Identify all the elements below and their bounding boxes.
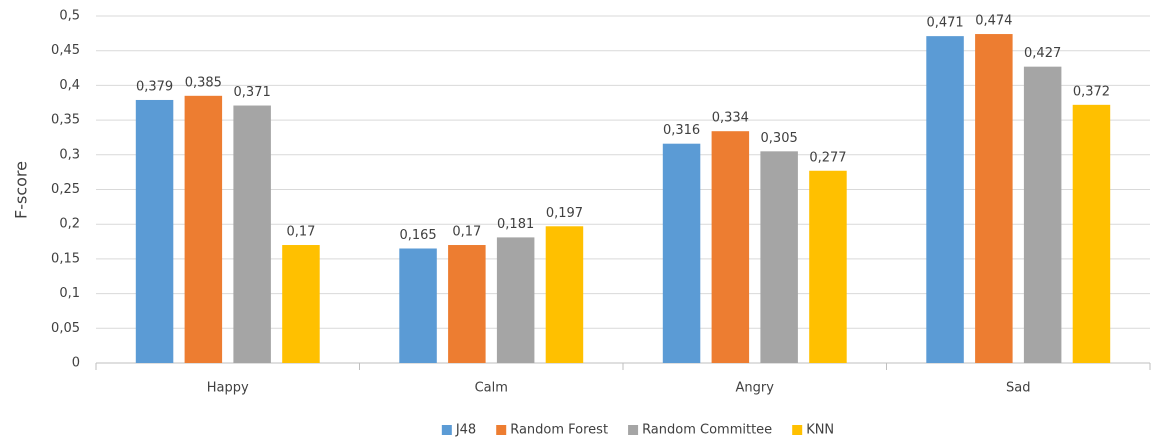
legend-label: KNN (806, 423, 834, 438)
value-label: 0,334 (712, 111, 749, 126)
legend-swatch (441, 425, 452, 435)
bar (926, 36, 964, 363)
bar (184, 95, 223, 363)
value-label: 0,305 (761, 131, 798, 146)
legend-label: Random Committee (642, 423, 772, 438)
bar (711, 131, 750, 363)
value-label: 0,181 (497, 217, 534, 232)
bar (1023, 66, 1062, 364)
y-tick-label: 0,35 (51, 113, 80, 128)
legend-label: J48 (455, 423, 476, 438)
y-tick-label: 0,2 (59, 217, 80, 232)
x-tick-label: Calm (475, 381, 508, 396)
y-axis-label: F-score (12, 161, 31, 219)
value-label: 0,474 (975, 14, 1012, 29)
bar (545, 226, 584, 363)
bar (233, 105, 271, 363)
value-label: 0,165 (399, 228, 436, 243)
value-label: 0,17 (452, 225, 481, 240)
bar (282, 245, 320, 363)
y-tick-label: 0,1 (59, 286, 80, 301)
legend-swatch (792, 425, 803, 435)
bar (975, 34, 1013, 363)
legend-swatch (496, 425, 507, 435)
legend-swatch (628, 425, 639, 435)
bar (760, 151, 798, 363)
y-tick-label: 0,4 (59, 78, 80, 93)
value-label: 0,197 (546, 206, 583, 221)
value-label: 0,371 (234, 85, 271, 100)
value-label: 0,471 (926, 16, 963, 31)
bar (662, 143, 701, 363)
value-label: 0,316 (663, 123, 700, 138)
y-tick-label: 0,25 (51, 182, 80, 197)
value-label: 0,385 (185, 75, 222, 90)
bar (1072, 104, 1111, 363)
bar (448, 245, 486, 363)
bar (135, 99, 174, 363)
bar (496, 237, 535, 363)
value-label: 0,277 (809, 150, 846, 165)
value-label: 0,427 (1024, 46, 1061, 61)
value-label: 0,379 (136, 79, 173, 94)
value-label: 0,17 (286, 225, 315, 240)
x-tick-label: Happy (207, 381, 249, 396)
y-tick-label: 0,3 (59, 147, 80, 162)
value-label: 0,372 (1073, 84, 1110, 99)
bar (809, 170, 847, 363)
y-tick-label: 0,5 (59, 9, 80, 24)
bar (399, 248, 437, 363)
y-tick-label: 0,45 (51, 43, 80, 58)
x-tick-label: Sad (1006, 381, 1030, 396)
y-tick-label: 0,15 (51, 251, 80, 266)
x-tick-label: Angry (736, 381, 775, 396)
y-tick-label: 0,05 (51, 321, 80, 336)
legend-label: Random Forest (510, 423, 608, 438)
y-tick-label: 0 (72, 356, 80, 371)
